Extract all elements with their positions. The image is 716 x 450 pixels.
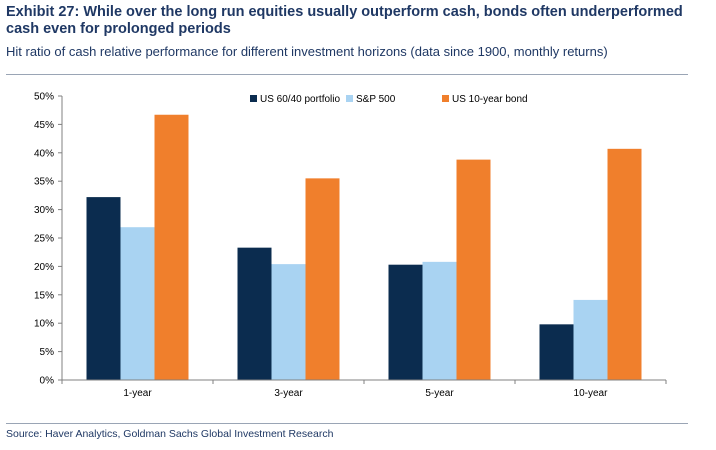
chart-axes: 0% 5% 10% 15% 20% 25% 30% 35% 40% 45% 50% 1-year 3-y… [34, 92, 667, 399]
legend-label: S&P 500 [356, 94, 396, 105]
bar-us-10-year-bond [154, 114, 189, 380]
y-tick-label: 5% [40, 347, 55, 358]
top-divider [6, 74, 688, 75]
legend-swatch [346, 95, 353, 102]
bar-us-10-year-bond [456, 159, 491, 380]
bar-us-60-40-portfolio [86, 197, 121, 380]
legend-swatch [442, 95, 449, 102]
bar-us-10-year-bond [305, 178, 340, 380]
bar-chart: US 60/40 portfolio S&P 500 US 10-year bond… [34, 92, 667, 399]
x-tick-label: 10-year [574, 388, 609, 399]
chart-legend: US 60/40 portfolio S&P 500 US 10-year bond [250, 94, 528, 105]
y-tick-label: 40% [34, 148, 54, 159]
bar-us-60-40-portfolio [388, 264, 423, 380]
y-tick-label: 20% [34, 262, 54, 273]
y-tick-label: 35% [34, 177, 54, 188]
bar-us-10-year-bond [607, 148, 642, 380]
bar-s-p-500 [422, 261, 457, 380]
y-tick-label: 10% [34, 319, 54, 330]
y-tick-label: 0% [40, 376, 55, 387]
bar-s-p-500 [271, 264, 306, 380]
x-tick-label: 3-year [274, 388, 303, 399]
legend-swatch [250, 95, 257, 102]
y-tick-label: 50% [34, 92, 54, 103]
bar-us-60-40-portfolio [539, 324, 574, 380]
source-note: Source: Haver Analytics, Goldman Sachs G… [6, 428, 334, 440]
chart-subtitle: Hit ratio of cash relative performance f… [6, 44, 608, 59]
bar-group [86, 114, 642, 380]
y-tick-label: 30% [34, 205, 54, 216]
y-tick-label: 25% [34, 234, 54, 245]
bar-s-p-500 [573, 299, 608, 380]
legend-label: US 60/40 portfolio [260, 94, 340, 105]
bar-us-60-40-portfolio [237, 247, 272, 380]
y-tick-label: 15% [34, 290, 54, 301]
bar-s-p-500 [120, 227, 155, 380]
x-tick-label: 1-year [123, 388, 152, 399]
bottom-divider [6, 423, 688, 424]
y-tick-label: 45% [34, 120, 54, 131]
legend-label: US 10-year bond [452, 94, 528, 105]
x-tick-label: 5-year [425, 388, 454, 399]
chart-title: Exhibit 27: While over the long run equi… [6, 4, 683, 37]
